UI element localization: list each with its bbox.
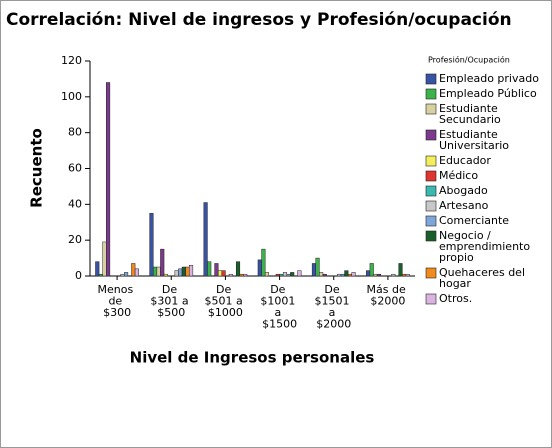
legend-swatch	[425, 73, 437, 85]
bar	[398, 263, 403, 277]
bar	[221, 270, 226, 277]
y-tick-label: 20	[68, 233, 82, 246]
y-tick-label: 80	[68, 126, 82, 139]
y-tick-label: 100	[61, 90, 82, 103]
bar	[189, 265, 194, 277]
bar	[185, 266, 190, 277]
bar	[131, 263, 136, 277]
x-tick-label: De $1001 a $1500	[260, 283, 299, 331]
bar	[279, 273, 284, 277]
bar	[243, 273, 248, 277]
bar	[217, 270, 223, 277]
legend-swatch	[425, 170, 437, 182]
bar	[207, 261, 212, 277]
legend-title: Profesión/Ocupación	[428, 55, 510, 65]
chart-title: Correlación: Nivel de ingresos y Profesi…	[6, 10, 512, 30]
bar	[106, 82, 111, 277]
bar	[340, 273, 345, 277]
y-axis-label: Recuento	[28, 128, 46, 208]
y-tick-label: 60	[68, 162, 82, 175]
bar	[261, 248, 266, 277]
bar	[351, 272, 356, 277]
bar	[257, 259, 262, 277]
legend-label: Médico	[439, 169, 478, 182]
legend-label: Artesano	[439, 199, 489, 212]
bar	[102, 241, 107, 277]
bar	[337, 273, 342, 277]
bar	[156, 266, 161, 277]
bar	[95, 261, 100, 277]
bar	[203, 202, 208, 277]
legend-label: Educador	[439, 154, 491, 167]
x-tick-label: De $301 a $500	[150, 283, 192, 319]
legend-label: Otros.	[439, 292, 472, 305]
bar	[369, 263, 374, 277]
legend-swatch	[425, 155, 437, 167]
legend-label: Empleado Público	[439, 87, 537, 100]
legend-swatch	[425, 185, 437, 197]
bar	[297, 270, 302, 277]
legend-swatch	[425, 293, 437, 305]
bar	[282, 272, 288, 277]
legend-label: Comerciante	[439, 214, 509, 227]
legend-swatch	[425, 88, 437, 100]
x-axis-label: Nivel de Ingresos personales	[130, 349, 375, 367]
legend-swatch	[425, 200, 437, 212]
bar	[311, 263, 316, 277]
legend-label: Negocio / emprendimiento propio	[439, 229, 534, 264]
bar	[347, 273, 352, 277]
bar	[228, 273, 233, 277]
y-tick-label: 120	[61, 54, 82, 67]
bar	[124, 272, 129, 277]
legend-swatch	[425, 103, 437, 115]
legend-swatch	[425, 267, 437, 279]
legend-label: Estudiante Secundario	[439, 102, 501, 126]
x-tick-label: De $501 a $1000	[205, 283, 247, 319]
bar	[290, 272, 295, 277]
bar	[134, 268, 139, 277]
bar	[286, 273, 291, 277]
bar	[160, 248, 165, 277]
bar	[344, 270, 349, 277]
bar	[181, 266, 186, 277]
bar	[214, 263, 219, 277]
legend-swatch	[425, 215, 437, 227]
y-tick-label: 40	[68, 197, 82, 210]
bar	[174, 270, 179, 277]
bar	[264, 272, 270, 277]
bar	[149, 213, 154, 277]
bar	[391, 273, 396, 277]
bar	[366, 270, 371, 277]
legend-swatch	[425, 230, 437, 242]
x-tick-label: De $1501 a $2000	[315, 283, 354, 331]
legend-label: Quehaceres del hogar	[439, 266, 529, 290]
x-tick-label: Más de $2000	[367, 283, 410, 308]
bar	[373, 273, 378, 277]
legend-label: Empleado privado	[439, 72, 539, 85]
bar	[153, 266, 158, 277]
bar	[120, 273, 125, 277]
bar	[98, 273, 103, 277]
legend-label: Estudiante Universitario	[439, 128, 509, 152]
bar	[319, 272, 324, 277]
bar	[402, 273, 407, 277]
bar	[239, 273, 244, 277]
bar	[405, 273, 410, 277]
y-tick-label: 0	[75, 269, 82, 282]
bar	[275, 273, 280, 277]
bar	[163, 273, 168, 277]
bar	[235, 261, 241, 277]
x-tick-label: Menos de $300	[97, 283, 136, 319]
bar	[178, 268, 183, 277]
legend-swatch	[425, 129, 437, 141]
bar	[376, 273, 381, 277]
bar	[315, 257, 320, 277]
legend-label: Abogado	[439, 184, 488, 197]
bar	[322, 273, 327, 277]
